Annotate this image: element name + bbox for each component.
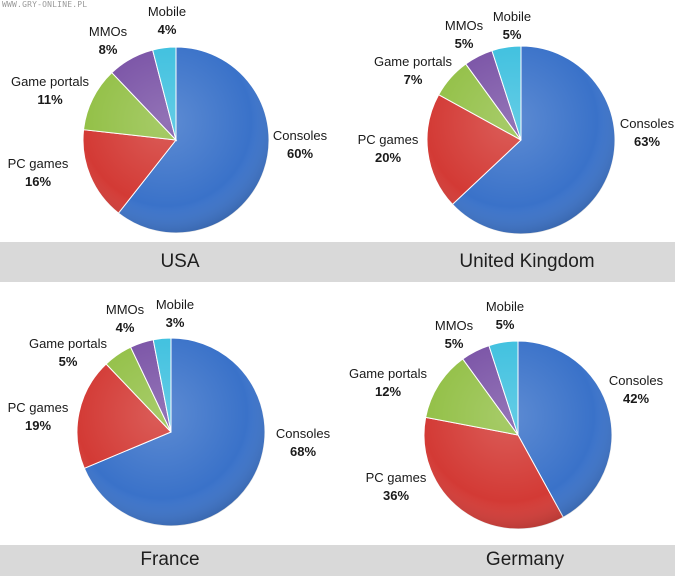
- slice-value-mmos: 8%: [99, 42, 118, 57]
- watermark-text: WWW.GRY-ONLINE.PL: [2, 0, 88, 9]
- slice-value-mobile: 4%: [158, 22, 177, 37]
- slice-label-consoles: Consoles: [276, 426, 331, 441]
- slice-label-mmos: MMOs: [106, 302, 145, 317]
- slice-value-consoles: 60%: [287, 146, 313, 161]
- slice-label-pc-games: PC games: [8, 400, 69, 415]
- slice-value-pc-games: 36%: [383, 488, 409, 503]
- slice-value-consoles: 63%: [634, 134, 660, 149]
- chart-title-united-kingdom: United Kingdom: [459, 251, 595, 272]
- slice-label-mobile: Mobile: [486, 299, 524, 314]
- slice-value-game-portals: 7%: [404, 72, 423, 87]
- chart-title-france: France: [140, 549, 200, 570]
- slice-value-consoles: 42%: [623, 391, 649, 406]
- slice-label-mmos: MMOs: [435, 318, 474, 333]
- slice-value-mmos: 5%: [445, 336, 464, 351]
- slice-label-pc-games: PC games: [8, 156, 69, 171]
- slice-value-game-portals: 11%: [37, 92, 63, 107]
- slice-label-consoles: Consoles: [620, 116, 675, 131]
- pie-chart-germany: Consoles 42% PC games 36% Game portals 12% MMO…: [349, 299, 664, 530]
- title-band-top: [0, 242, 675, 282]
- slice-value-mobile: 5%: [503, 27, 522, 42]
- slice-value-consoles: 68%: [290, 444, 316, 459]
- pie-chart-france: Consoles 68% PC games 19% Game portals 5% MMOs…: [8, 297, 331, 527]
- slice-label-game-portals: Game portals: [349, 366, 428, 381]
- slice-value-mmos: 4%: [116, 320, 135, 335]
- slice-label-game-portals: Game portals: [11, 74, 90, 89]
- slice-label-consoles: Consoles: [609, 373, 664, 388]
- chart-title-usa: USA: [160, 251, 200, 272]
- slice-value-pc-games: 20%: [375, 150, 401, 165]
- slice-label-mobile: Mobile: [493, 9, 531, 24]
- slice-label-mmos: MMOs: [445, 18, 484, 33]
- slice-value-mobile: 5%: [496, 317, 515, 332]
- slice-value-game-portals: 12%: [375, 384, 401, 399]
- title-band-bottom: [0, 545, 675, 576]
- slice-value-mmos: 5%: [455, 36, 474, 51]
- slice-label-game-portals: Game portals: [374, 54, 453, 69]
- pie-chart-united-kingdom: Consoles 63% PC games 20% Game portals 7% MMOs…: [358, 9, 675, 235]
- slice-value-pc-games: 19%: [25, 418, 51, 433]
- pie-chart-usa: Consoles 60% PC games 16% Game portals 11% MMO…: [8, 4, 328, 234]
- chart-title-germany: Germany: [485, 549, 565, 570]
- slice-label-mmos: MMOs: [89, 24, 128, 39]
- slice-label-mobile: Mobile: [156, 297, 194, 312]
- slice-label-game-portals: Game portals: [29, 336, 108, 351]
- slice-label-consoles: Consoles: [273, 128, 328, 143]
- slice-value-game-portals: 5%: [59, 354, 78, 369]
- slice-label-mobile: Mobile: [148, 4, 186, 19]
- slice-label-pc-games: PC games: [358, 132, 419, 147]
- slice-label-pc-games: PC games: [366, 470, 427, 485]
- slice-value-pc-games: 16%: [25, 174, 51, 189]
- slice-value-mobile: 3%: [166, 315, 185, 330]
